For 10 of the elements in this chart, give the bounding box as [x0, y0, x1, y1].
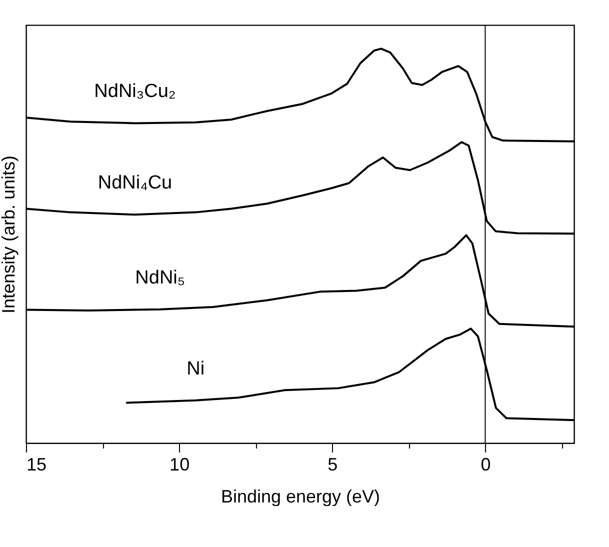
- x-axis-title: Binding energy (eV): [220, 486, 380, 506]
- x-tick-label: 0: [480, 454, 491, 474]
- series-label: NdNi₃Cu₂: [94, 81, 176, 102]
- y-axis-title: Intensity (arb. units): [0, 155, 18, 314]
- series-label: NdNi₅: [135, 267, 186, 288]
- x-tick-label: 5: [328, 454, 338, 474]
- series-label: NdNi₄Cu: [98, 172, 172, 194]
- x-tick-label: 15: [26, 454, 47, 474]
- series-label: Ni: [186, 358, 205, 380]
- x-tick-label: 10: [170, 454, 190, 474]
